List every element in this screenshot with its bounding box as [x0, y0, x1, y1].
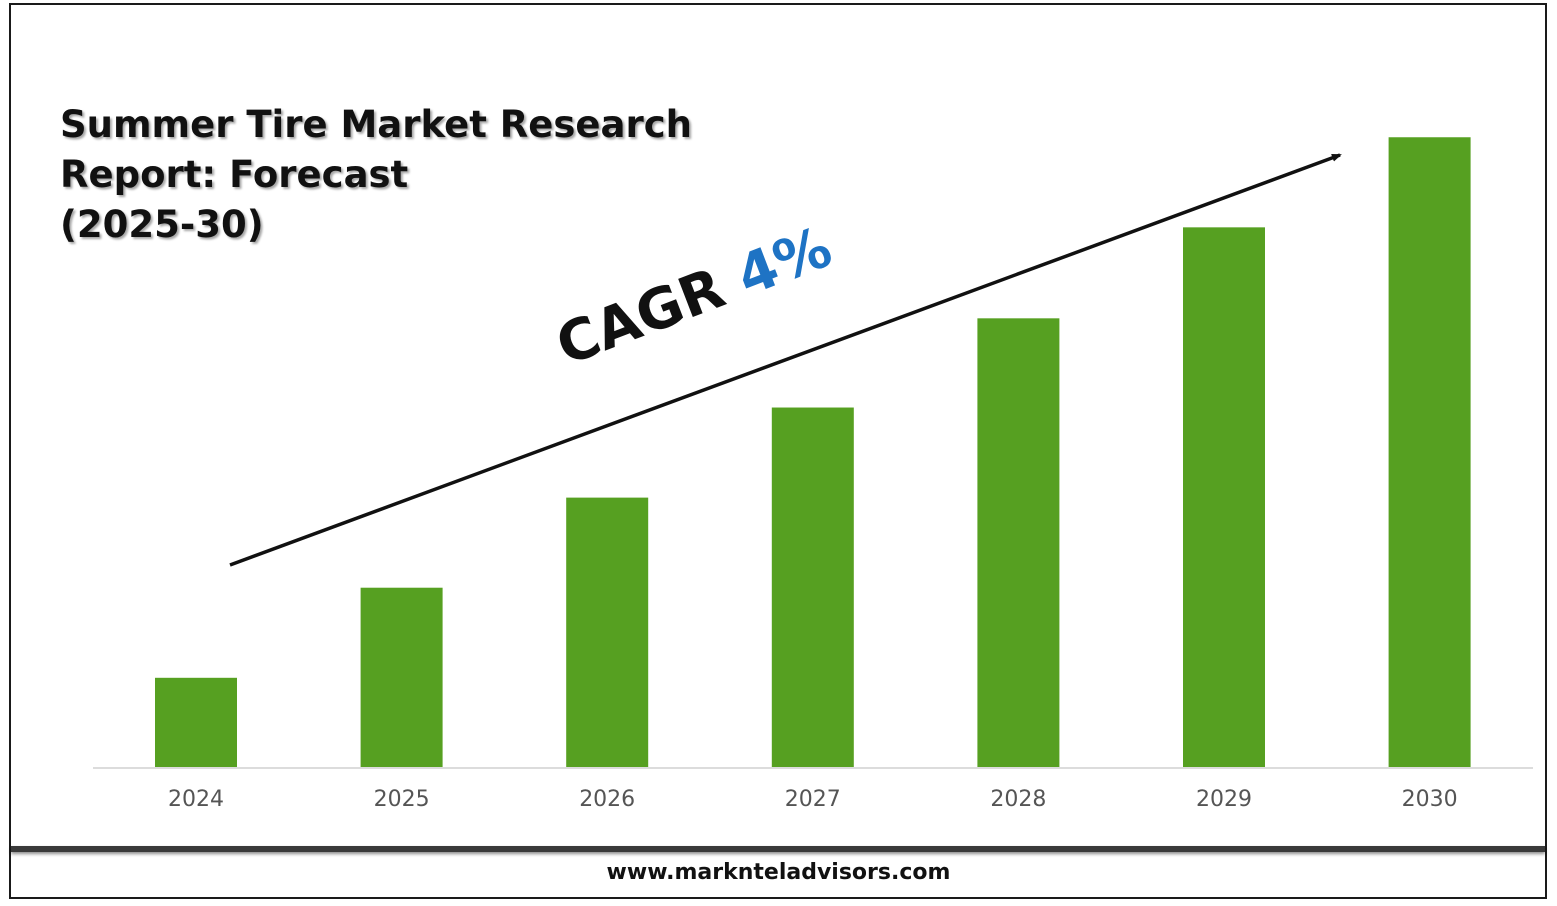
bar-2028	[977, 318, 1060, 767]
chart-title-line-1: Summer Tire Market Research	[60, 103, 692, 146]
x-tick-label-2027: 2027	[785, 787, 841, 812]
chart-title-line-2: Report: Forecast	[60, 153, 409, 196]
footer-website: www.marknteladvisors.com	[606, 860, 951, 885]
bar-2026	[566, 497, 649, 767]
bar-2027	[771, 407, 854, 767]
footer-divider	[11, 846, 1545, 852]
x-tick-label-2030: 2030	[1402, 787, 1458, 812]
bar-2024	[155, 677, 237, 767]
x-tick-label-2024: 2024	[168, 787, 224, 812]
trend-arrow	[229, 153, 1342, 567]
bar-2029	[1183, 227, 1265, 768]
bar-2030	[1388, 137, 1471, 768]
x-tick-label-2028: 2028	[990, 787, 1046, 812]
chart-title: Summer Tire Market Research Report: Fore…	[60, 100, 692, 250]
x-tick-label-2026: 2026	[579, 787, 635, 812]
x-tick-label-2025: 2025	[374, 787, 430, 812]
x-tick-label-2029: 2029	[1196, 787, 1252, 812]
bar-2025	[360, 587, 443, 767]
chart-title-line-3: (2025-30)	[60, 203, 264, 246]
